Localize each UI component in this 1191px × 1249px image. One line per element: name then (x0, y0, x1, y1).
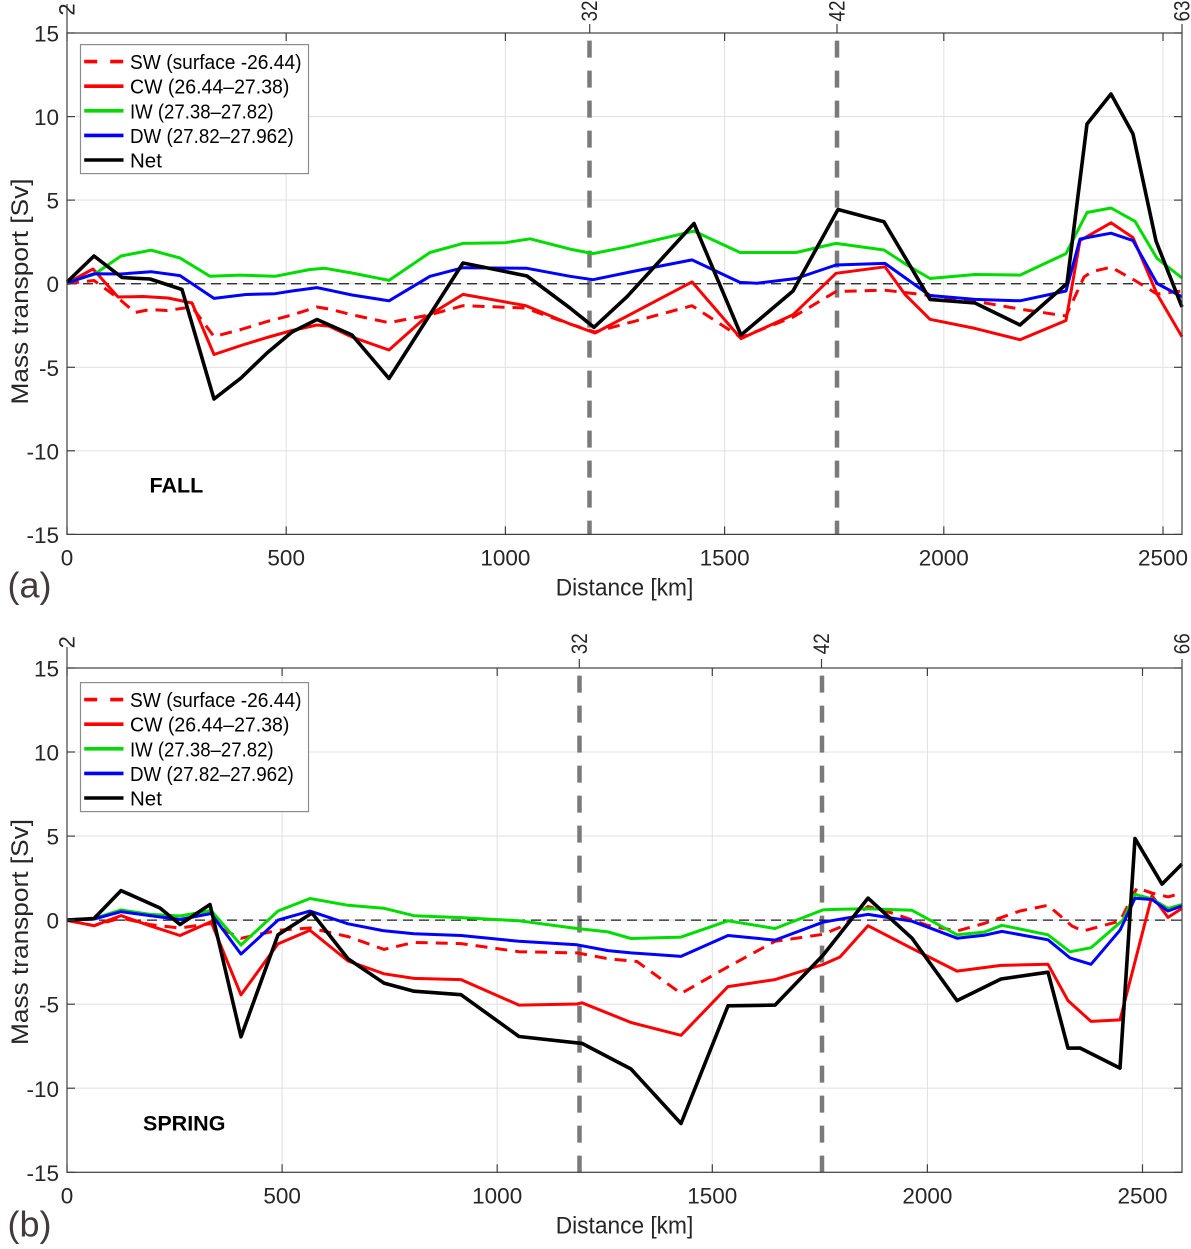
svg-text:0: 0 (46, 909, 59, 934)
svg-text:2500: 2500 (1138, 545, 1188, 570)
svg-text:1000: 1000 (480, 545, 530, 570)
svg-text:SW (surface -26.44): SW (surface -26.44) (130, 689, 302, 712)
svg-text:Mass transport [Sv]: Mass transport [Sv] (7, 819, 34, 1045)
svg-text:5: 5 (46, 189, 59, 214)
svg-text:Distance [km]: Distance [km] (556, 574, 694, 601)
svg-text:IW (27.38–27.82): IW (27.38–27.82) (130, 100, 274, 123)
svg-text:2000: 2000 (902, 1183, 952, 1208)
svg-text:500: 500 (267, 545, 305, 570)
svg-text:66: 66 (1170, 633, 1191, 654)
svg-text:-10: -10 (26, 1077, 59, 1102)
svg-text:42: 42 (809, 633, 834, 654)
svg-text:Mass transport [Sv]: Mass transport [Sv] (7, 179, 34, 405)
svg-text:1500: 1500 (700, 545, 750, 570)
svg-text:FALL: FALL (150, 474, 204, 498)
svg-text:1000: 1000 (472, 1183, 522, 1208)
svg-text:-15: -15 (26, 523, 59, 548)
svg-text:Distance [km]: Distance [km] (556, 1212, 694, 1239)
svg-text:5: 5 (46, 825, 59, 850)
svg-text:1500: 1500 (687, 1183, 737, 1208)
svg-text:CW (26.44–27.38): CW (26.44–27.38) (130, 714, 289, 737)
svg-text:-5: -5 (39, 356, 59, 381)
svg-text:Net: Net (130, 788, 162, 811)
svg-text:2: 2 (55, 3, 80, 15)
svg-text:-10: -10 (26, 439, 59, 464)
svg-text:2000: 2000 (919, 545, 969, 570)
svg-text:IW (27.38–27.82): IW (27.38–27.82) (130, 738, 274, 761)
svg-text:Net: Net (130, 150, 162, 173)
svg-text:2500: 2500 (1117, 1183, 1167, 1208)
svg-text:CW (26.44–27.38): CW (26.44–27.38) (130, 76, 289, 99)
svg-text:0: 0 (61, 545, 74, 570)
svg-text:2: 2 (55, 636, 80, 648)
svg-text:42: 42 (825, 1, 850, 22)
svg-text:(a): (a) (8, 565, 52, 606)
svg-text:500: 500 (263, 1183, 301, 1208)
svg-text:SW (surface -26.44): SW (surface -26.44) (130, 51, 302, 74)
svg-text:15: 15 (34, 657, 59, 682)
svg-text:0: 0 (46, 272, 59, 297)
svg-text:DW (27.82–27.962): DW (27.82–27.962) (130, 763, 294, 786)
svg-text:-5: -5 (39, 993, 59, 1018)
svg-text:10: 10 (34, 741, 59, 766)
svg-text:10: 10 (34, 105, 59, 130)
svg-text:-15: -15 (26, 1161, 59, 1186)
svg-text:63: 63 (1170, 1, 1191, 22)
svg-text:SPRING: SPRING (143, 1112, 225, 1136)
svg-text:32: 32 (577, 1, 602, 22)
svg-text:15: 15 (34, 22, 59, 47)
svg-text:0: 0 (61, 1183, 74, 1208)
svg-text:32: 32 (567, 633, 592, 654)
svg-text:(b): (b) (8, 1204, 52, 1245)
svg-text:DW (27.82–27.962): DW (27.82–27.962) (130, 125, 294, 148)
